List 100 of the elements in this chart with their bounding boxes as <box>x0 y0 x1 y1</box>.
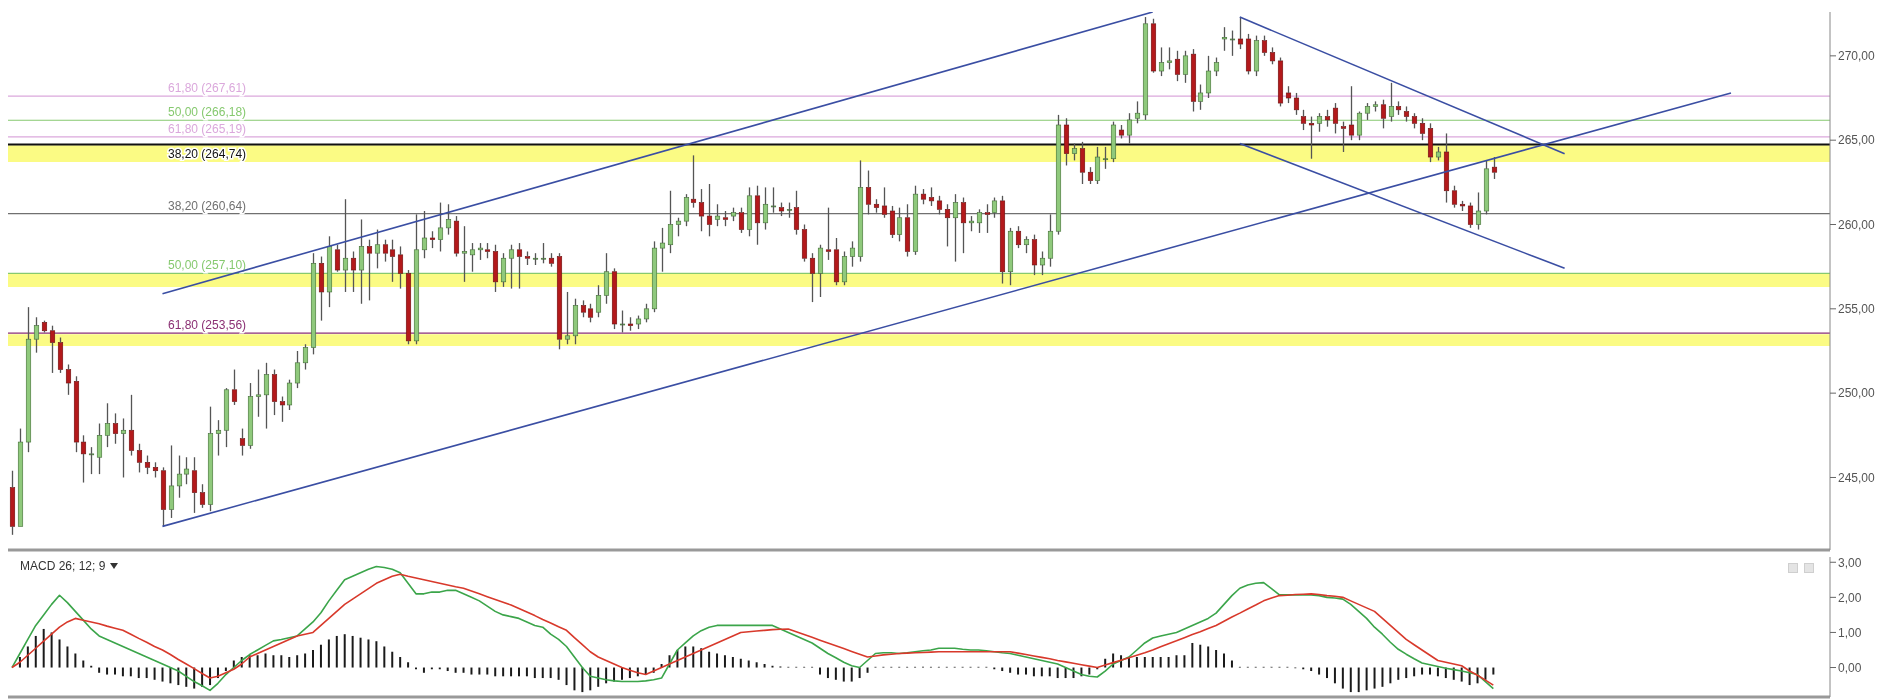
y-tick-label: 265,00 <box>1838 133 1876 148</box>
y-tick-label: 245,00 <box>1838 470 1876 485</box>
bar <box>763 664 766 668</box>
bar <box>1326 667 1329 679</box>
bar <box>304 653 307 668</box>
bar <box>1381 667 1384 687</box>
y-tick-label: 250,00 <box>1838 386 1876 401</box>
bar <box>866 667 869 673</box>
bar <box>58 639 61 668</box>
bar <box>684 646 687 668</box>
bar <box>1191 642 1194 668</box>
bar <box>573 667 576 691</box>
ref-line-label: 50,00 (266,18) <box>168 105 247 120</box>
ref-line-label: 61,80 (267,61) <box>168 81 247 96</box>
bar <box>399 657 402 668</box>
ref-line-label: 50,00 (257,10) <box>168 258 247 273</box>
bar <box>1492 667 1495 675</box>
bar <box>1207 646 1210 668</box>
candlestick <box>881 186 888 219</box>
bar <box>66 646 69 668</box>
bar <box>1373 667 1376 689</box>
y-tick-label: 2,00 <box>1838 590 1862 605</box>
bar <box>620 667 623 680</box>
bar <box>565 667 568 686</box>
bar <box>367 639 370 668</box>
candlestick <box>255 368 262 418</box>
candlestick <box>358 218 365 305</box>
bar <box>74 653 77 668</box>
bar <box>1159 657 1162 668</box>
bar <box>1333 667 1336 684</box>
bar <box>454 667 457 673</box>
y-tick-label: 3,00 <box>1838 555 1862 570</box>
bar <box>747 660 750 668</box>
bar <box>533 667 536 679</box>
ref-line-label: 61,80 (253,56) <box>168 318 247 333</box>
bar <box>549 667 552 679</box>
bar <box>1405 667 1408 679</box>
bar <box>1223 653 1226 668</box>
bar <box>82 660 85 668</box>
candlestick <box>461 225 468 283</box>
bar <box>1088 667 1091 675</box>
bar <box>137 667 140 679</box>
bar <box>834 667 837 680</box>
bar <box>1199 644 1202 668</box>
bar <box>1397 667 1400 680</box>
bar <box>1009 667 1012 673</box>
bar <box>731 657 734 668</box>
bar <box>1365 667 1368 691</box>
ref-line-label: 61,80 (265,19) <box>168 121 247 136</box>
bar <box>422 667 425 673</box>
bar <box>716 653 719 668</box>
ref-line-label: 38,20 (264,74) <box>168 146 247 161</box>
bar <box>486 667 489 675</box>
bar <box>850 667 853 682</box>
bar <box>1341 667 1344 689</box>
bar <box>327 639 330 668</box>
candlestick <box>342 198 349 293</box>
y-tick-label: 260,00 <box>1838 217 1876 232</box>
bar <box>359 637 362 668</box>
bar <box>256 655 259 668</box>
bar <box>470 667 473 675</box>
bar <box>391 651 394 668</box>
bar <box>288 657 291 668</box>
bar <box>739 658 742 668</box>
bar <box>34 635 37 668</box>
bar <box>581 667 584 693</box>
bar <box>1056 667 1059 679</box>
bar <box>723 655 726 668</box>
bar <box>319 644 322 668</box>
bar <box>1230 660 1233 668</box>
bar <box>1064 667 1067 679</box>
bar <box>153 667 156 680</box>
bar <box>145 667 148 679</box>
bar <box>1151 657 1154 668</box>
bar <box>1357 667 1360 693</box>
bar <box>335 635 338 668</box>
bar <box>557 667 560 680</box>
bar <box>351 635 354 668</box>
bar <box>169 667 172 684</box>
bar <box>692 646 695 668</box>
bar <box>708 651 711 668</box>
bar <box>98 667 101 673</box>
bar <box>462 667 465 673</box>
bar <box>1143 657 1146 668</box>
bar <box>1215 649 1218 668</box>
y-tick-label: 270,00 <box>1838 49 1876 64</box>
ref-line-label: 38,20 (260,64) <box>168 198 247 213</box>
bar <box>1135 657 1138 668</box>
bar <box>1175 655 1178 668</box>
bar <box>106 667 109 675</box>
chart-title: MACD 26; 12; 9 <box>20 559 106 573</box>
y-tick-label: 0,00 <box>1838 660 1862 675</box>
bar <box>478 667 481 675</box>
bar <box>42 628 45 668</box>
bar <box>264 653 267 668</box>
bar <box>1318 667 1321 675</box>
bar <box>1017 667 1020 675</box>
bar <box>1428 667 1431 675</box>
bar <box>185 667 188 687</box>
bar <box>161 667 164 682</box>
